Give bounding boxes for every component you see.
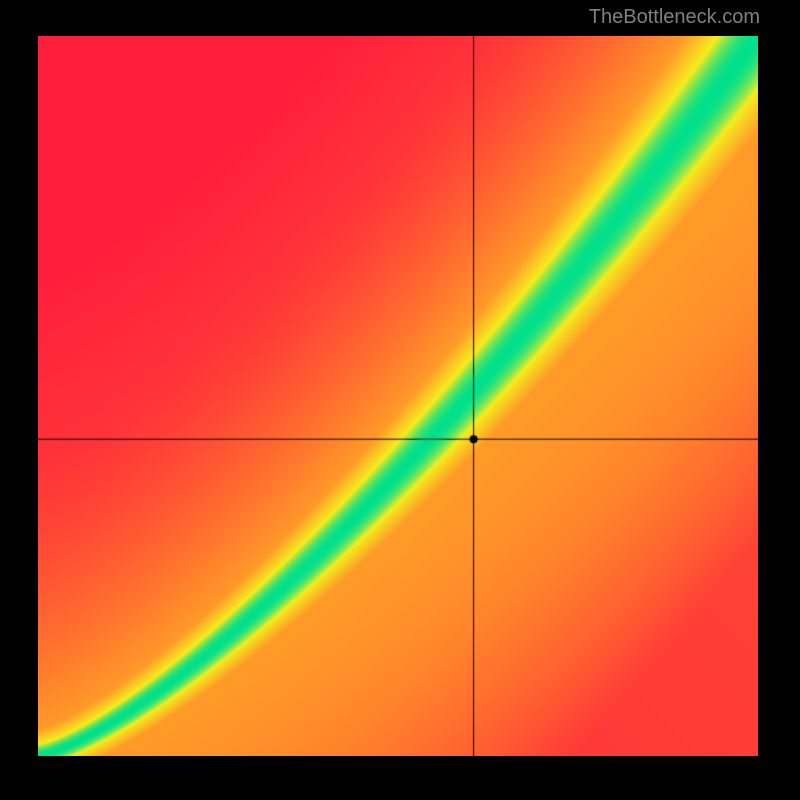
watermark-text: TheBottleneck.com: [589, 6, 760, 29]
chart-container: TheBottleneck.com: [0, 0, 800, 800]
heatmap-chart: [38, 36, 758, 756]
heatmap-canvas: [38, 36, 758, 756]
